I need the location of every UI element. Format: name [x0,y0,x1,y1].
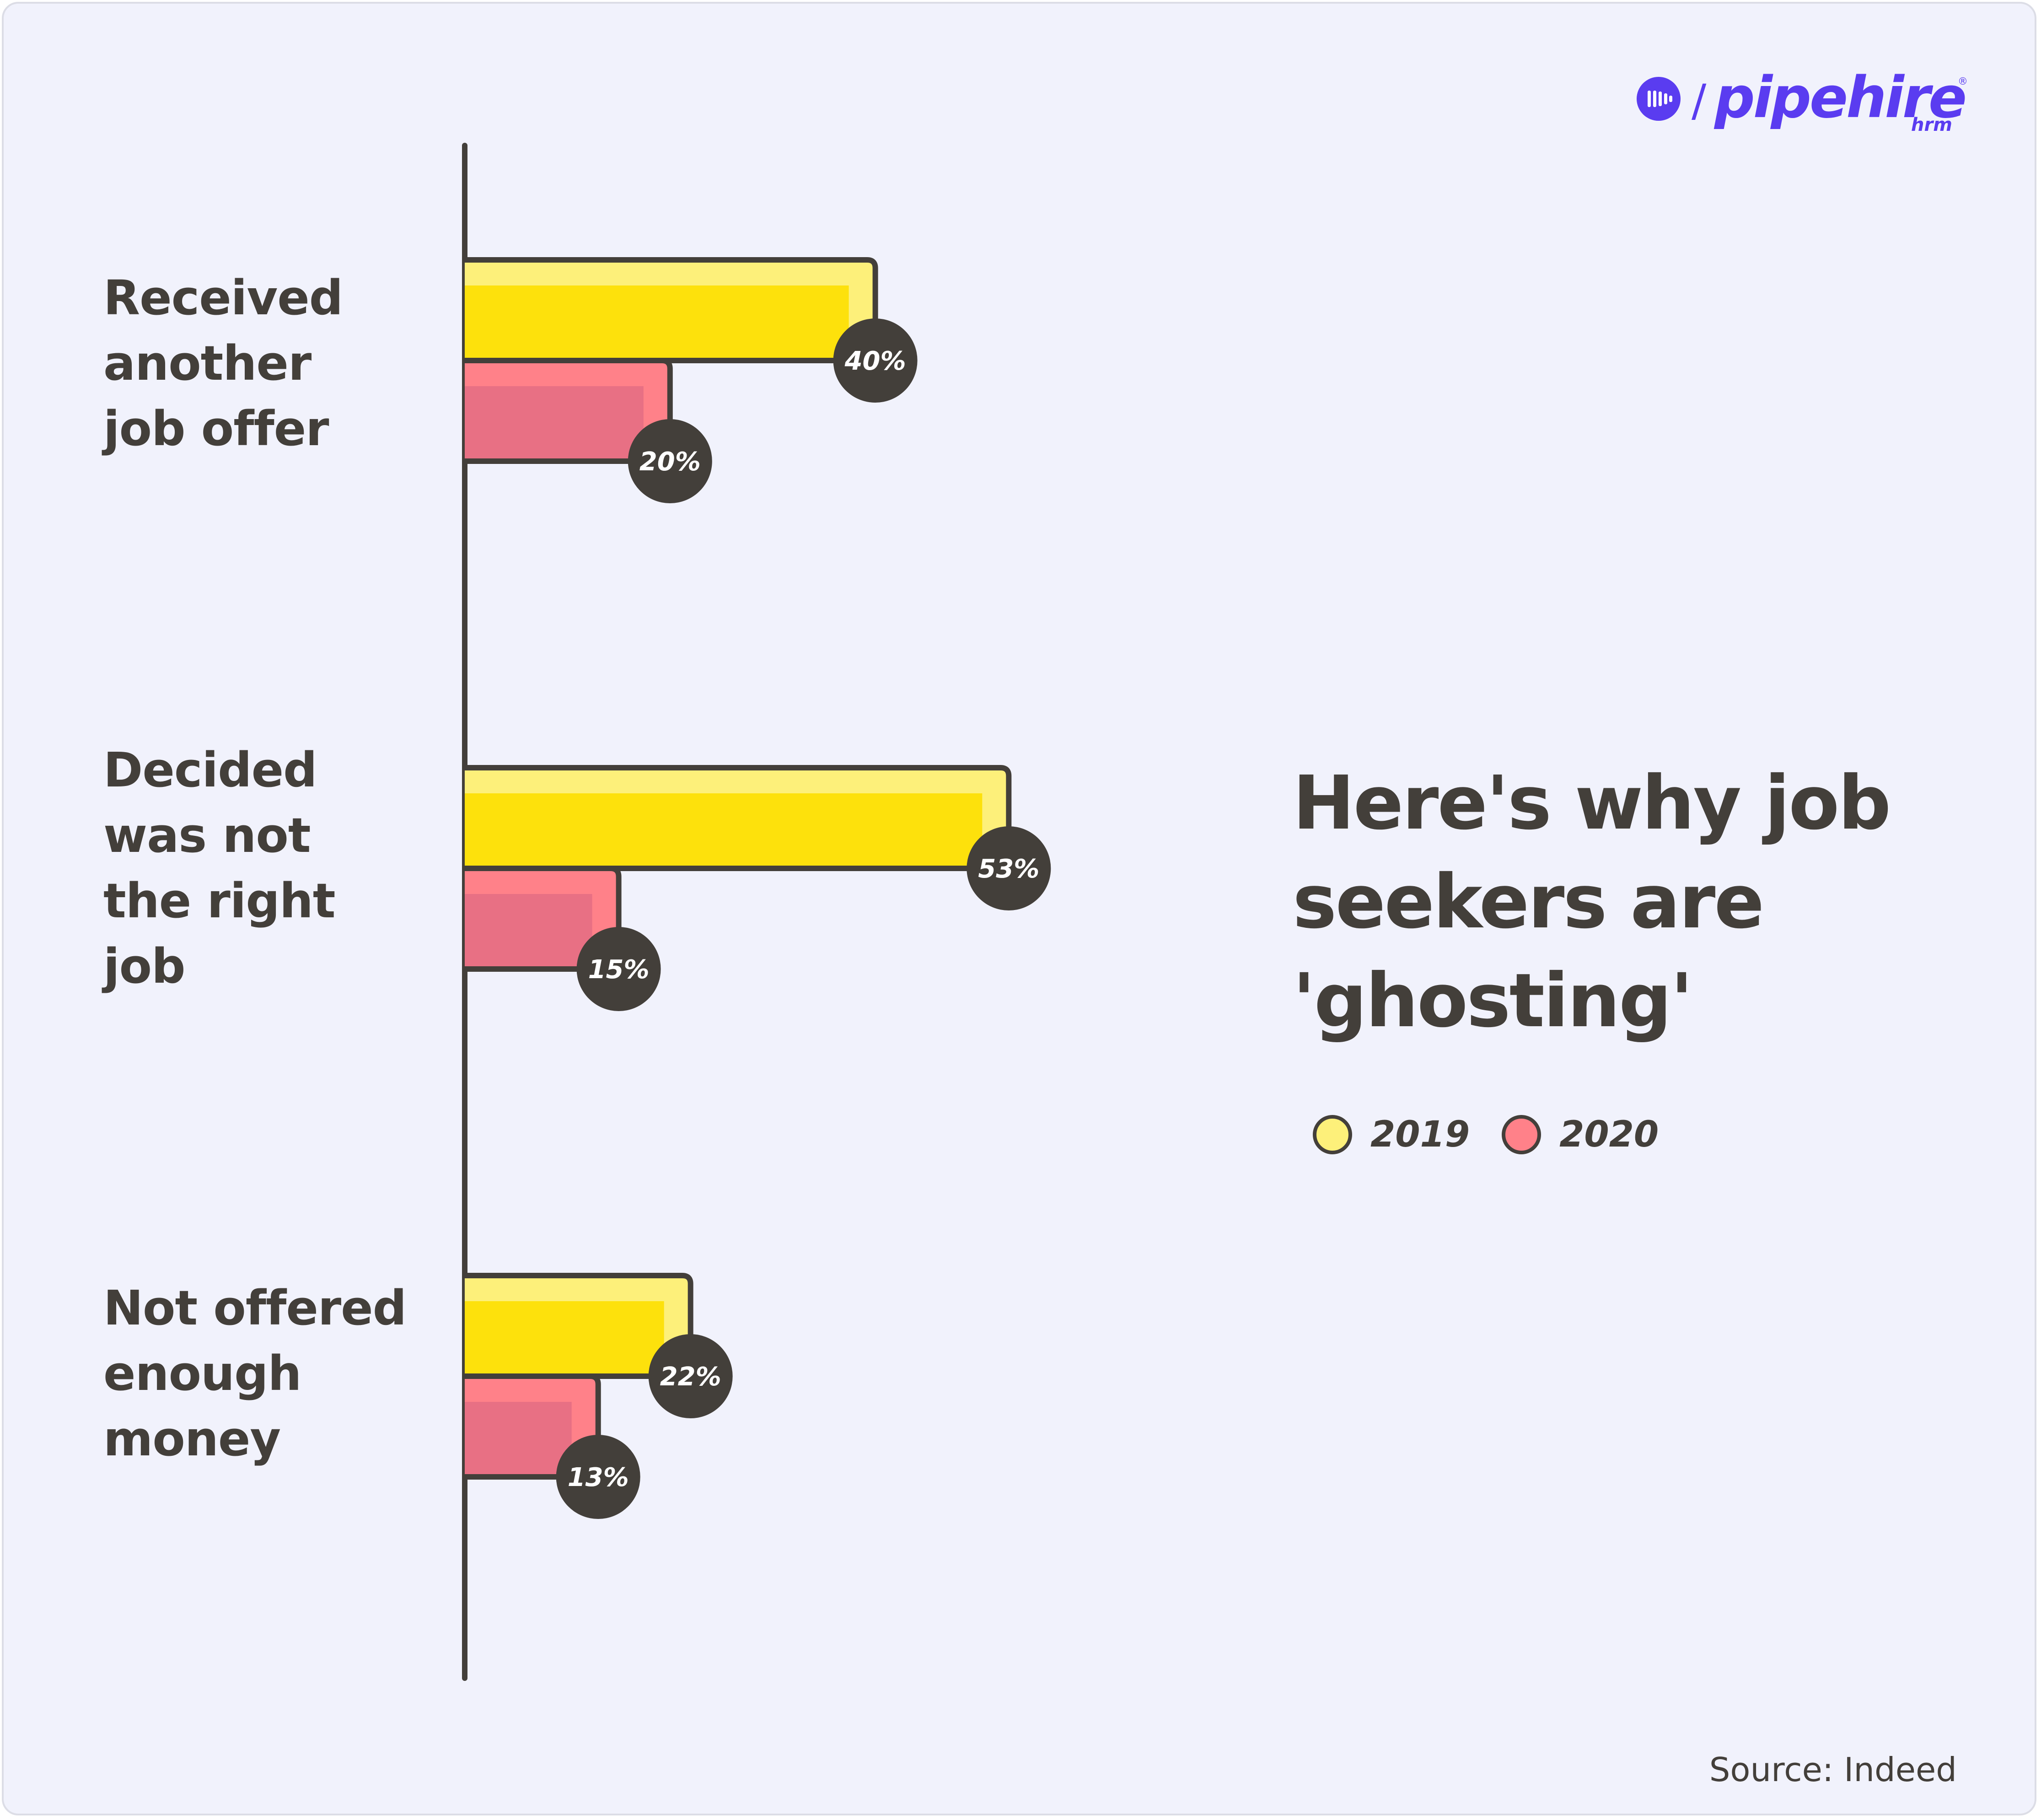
chart-title: Here's why job seekers are 'ghosting' [1293,760,1891,1044]
value-badge-2019-1 [967,826,1051,910]
legend-item-2019: 2019 [1313,1114,1470,1155]
legend-swatch-2020 [1502,1115,1541,1154]
value-badge-2019-2 [648,1334,733,1418]
bar-outline [465,1273,693,1379]
logo-subtext: hrm [1911,114,1952,135]
bar-highlight [465,260,875,361]
bar-outline [465,866,622,972]
bar-highlight [465,868,619,969]
bar-highlight [465,361,670,461]
bar-chart: 40% 20% 53% 15% 22% 13% [462,143,1051,1681]
bar-outline [465,257,878,363]
bar-2020-0 [465,358,673,464]
logo-separator: / [1692,75,1707,126]
brand-mark-icon [1637,77,1681,121]
legend-item-2020: 2020 [1502,1114,1659,1155]
legend-label-2020: 2020 [1559,1114,1659,1155]
bar-2019-0 [465,257,878,363]
value-label-2019-1: 53% [978,854,1039,884]
value-label-2020-0: 20% [639,447,701,477]
legend: 2019 2020 [1313,1107,1691,1162]
bar-outline [465,765,1012,871]
source-note: Source: Indeed [1709,1750,1957,1789]
bar-outline [465,1373,601,1480]
pipehire-logo: / pipehire ® hrm [1637,65,1975,136]
value-label-2020-1: 15% [588,955,650,985]
logo-registered-mark: ® [1958,76,1968,87]
bar-highlight [465,1276,691,1376]
value-badge-2020-2 [556,1435,640,1519]
legend-swatch-2019 [1313,1115,1352,1154]
logo-wordmark: pipehire [1714,65,1967,131]
legend-label-2019: 2019 [1370,1114,1470,1155]
value-label-2019-0: 40% [844,346,906,376]
category-label-1: Decided was not the right job [103,742,336,994]
bar-2020-1 [465,866,622,972]
category-label-2: Not offered enough money [103,1280,407,1467]
value-label-2020-2: 13% [568,1463,629,1492]
bar-highlight [465,768,1009,868]
value-badge-2020-1 [576,927,661,1011]
bar-outline [465,358,673,464]
category-label-0: Received another job offer [103,270,343,457]
bar-2019-1 [465,765,1012,871]
bar-highlight [465,1376,598,1477]
value-label-2019-2: 22% [660,1362,721,1392]
value-badge-2020-0 [628,419,712,503]
bar-2019-2 [465,1273,693,1379]
value-badge-2019-0 [833,318,918,403]
